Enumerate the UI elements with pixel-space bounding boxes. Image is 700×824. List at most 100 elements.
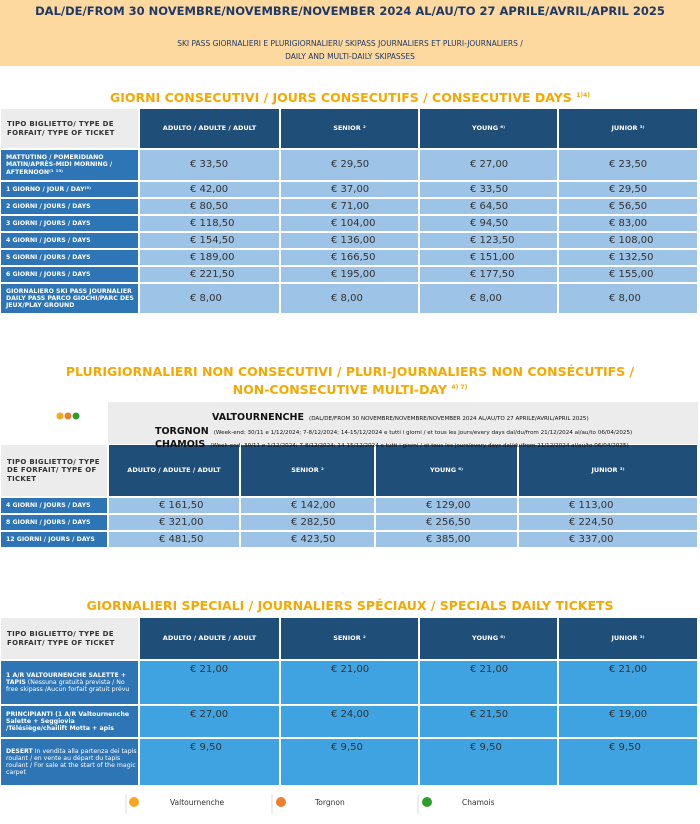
row-label: 4 GIORNI / JOURS / DAYS	[0, 232, 139, 249]
price: € 29,50	[558, 181, 698, 198]
price: € 37,00	[280, 181, 419, 198]
header-band: DAL/DE/FROM 30 NOVEMBRE/NOVEMBRE/NOVEMBE…	[0, 0, 700, 66]
column-header: SENIOR ²	[240, 444, 375, 497]
row-label-note: In vendita alla partenza dei tapis roula…	[6, 747, 137, 777]
price: € 385,00	[375, 531, 518, 548]
resort-note: (Week-end: 30/11 e 1/12/2024; 7-8/12/202…	[213, 430, 633, 436]
row-label: 6 GIORNI / JOURS / DAYS	[0, 266, 139, 283]
price: € 29,50	[280, 149, 419, 181]
column-header: SENIOR ²	[280, 108, 419, 149]
price: € 21,00	[280, 660, 419, 705]
legend-label: Chamois	[462, 798, 495, 807]
price: € 33,50	[419, 181, 558, 198]
price: € 161,50	[108, 497, 240, 514]
section-title-note: 1)4)	[576, 91, 591, 99]
column-header: ADULTO / ADULTE / ADULT	[139, 108, 280, 149]
section-title-text: GIORNI CONSECUTIVI / JOURS CONSECUTIFS /…	[109, 90, 572, 105]
row-label: 4 GIORNI / JOURS / DAYS	[0, 497, 108, 514]
price: € 80,50	[139, 198, 280, 215]
resort-line: TORGNON (Week-end: 30/11 e 1/12/2024; 7-…	[155, 419, 632, 438]
label-header: TIPO BIGLIETTO/ TYPE DE FORFAIT/ TYPE OF…	[0, 108, 139, 149]
column-header: JUNIOR ³⁾	[558, 108, 698, 149]
price: € 195,00	[280, 266, 419, 283]
row-label: 1 GIORNO / JOUR / DAY⁽⁵⁾	[0, 181, 139, 198]
price: € 142,00	[240, 497, 375, 514]
row-label: 12 GIORNI / JOURS / DAYS	[0, 531, 108, 548]
price: € 21,00	[419, 660, 558, 705]
row-label-text: PRINCIPIANTI (1 A/R Valtournenche Salett…	[6, 711, 138, 732]
price: € 113,00	[518, 497, 698, 514]
legend-label: Torgnon	[315, 798, 345, 807]
resort-note: (DAL/DE/FROM 30 NOVEMBRE/NOVEMBRE/NOVEMB…	[309, 416, 589, 422]
price: € 8,00	[558, 283, 698, 314]
price: € 256,50	[375, 514, 518, 531]
column-header: JUNIOR ³⁾	[558, 617, 698, 660]
row-label-title: 1 A/R VALTOURNENCHE SALETTE + TAPIS	[6, 671, 127, 686]
price: € 155,00	[558, 266, 698, 283]
header-title: DAL/DE/FROM 30 NOVEMBRE/NOVEMBRE/NOVEMBE…	[35, 4, 665, 18]
price: € 23,50	[558, 149, 698, 181]
price: € 108,00	[558, 232, 698, 249]
price: € 8,00	[139, 283, 280, 314]
price: € 9,50	[139, 738, 280, 786]
price: € 118,50	[139, 215, 280, 232]
price: € 282,50	[240, 514, 375, 531]
price: € 224,50	[518, 514, 698, 531]
price: € 83,00	[558, 215, 698, 232]
row-label-text: 1 A/R VALTOURNENCHE SALETTE + TAPIS (Nes…	[6, 672, 138, 693]
price: € 189,00	[139, 249, 280, 266]
resort-box	[108, 402, 698, 444]
price: € 151,00	[419, 249, 558, 266]
legend-label: Valtournenche	[170, 798, 225, 807]
resort-note: (Week-end: 30/11 e 1/12/2024; 7-8/12/202…	[210, 443, 629, 449]
price: € 221,50	[139, 266, 280, 283]
legend	[125, 794, 432, 814]
resort-name: VALTOURNENCHE	[212, 412, 304, 423]
section-title: NON-CONSECUTIVE MULTI-DAY 4) 7)	[0, 382, 700, 397]
price: € 21,00	[558, 660, 698, 705]
price: € 321,00	[108, 514, 240, 531]
price: € 154,50	[139, 232, 280, 249]
price: € 19,00	[558, 705, 698, 738]
row-label: PRINCIPIANTI (1 A/R Valtournenche Salett…	[0, 705, 139, 738]
row-label: GIORNALIERO SKI PASS JOURNALIER DAILY PA…	[0, 283, 139, 314]
row-label: 2 GIORNI / JOURS / DAYS	[0, 198, 139, 215]
price: € 24,00	[280, 705, 419, 738]
section-title: GIORNALIERI SPECIALI / JOURNALIERS SPÉCI…	[86, 598, 614, 613]
price: € 136,00	[280, 232, 419, 249]
section-title: PLURIGIORNALIERI NON CONSECUTIVI / PLURI…	[65, 364, 635, 379]
price: € 129,00	[375, 497, 518, 514]
row-label-text: DESERT In vendita alla partenza dei tapi…	[6, 748, 138, 777]
price: € 9,50	[558, 738, 698, 786]
column-header: YOUNG ⁶⁾	[419, 108, 558, 149]
price: € 21,50	[419, 705, 558, 738]
column-header: ADULTO / ADULTE / ADULT	[139, 617, 280, 660]
price: € 27,00	[419, 149, 558, 181]
label-header: TIPO BIGLIETTO/ TYPE DE FORFAIT/ TYPE OF…	[0, 444, 108, 497]
price: € 481,50	[108, 531, 240, 548]
section-title-note: 4) 7)	[451, 383, 468, 391]
section-title: GIORNI CONSECUTIVI / JOURS CONSECUTIFS /…	[0, 90, 700, 105]
price: € 42,00	[139, 181, 280, 198]
row-label-title: PRINCIPIANTI (1 A/R Valtournenche Salett…	[6, 710, 130, 733]
price: € 27,00	[139, 705, 280, 738]
price: € 177,50	[419, 266, 558, 283]
row-label-title: DESERT	[6, 747, 33, 755]
row-label: 1 A/R VALTOURNENCHE SALETTE + TAPIS (Nes…	[0, 660, 139, 705]
header-subtitle: SKI PASS GIORNALIERI E PLURIGIORNALIERI/…	[177, 39, 523, 48]
row-label: 8 GIORNI / JOURS / DAYS	[0, 514, 108, 531]
column-header: JUNIOR ³⁾	[518, 444, 698, 497]
row-label: 3 GIORNI / JOURS / DAYS	[0, 215, 139, 232]
price: € 71,00	[280, 198, 419, 215]
header-subtitle: DAILY AND MULTI-DAILY SKIPASSES	[285, 52, 415, 61]
column-header: SENIOR ²	[280, 617, 419, 660]
column-header: YOUNG ⁶⁾	[375, 444, 518, 497]
column-header: YOUNG ⁶⁾	[419, 617, 558, 660]
label-header: TIPO BIGLIETTO/ TYPE DE FORFAIT/ TYPE OF…	[0, 617, 139, 660]
row-label: 5 GIORNI / JOURS / DAYS	[0, 249, 139, 266]
price: € 166,50	[280, 249, 419, 266]
price: € 9,50	[280, 738, 419, 786]
price: € 21,00	[139, 660, 280, 705]
price: € 9,50	[419, 738, 558, 786]
